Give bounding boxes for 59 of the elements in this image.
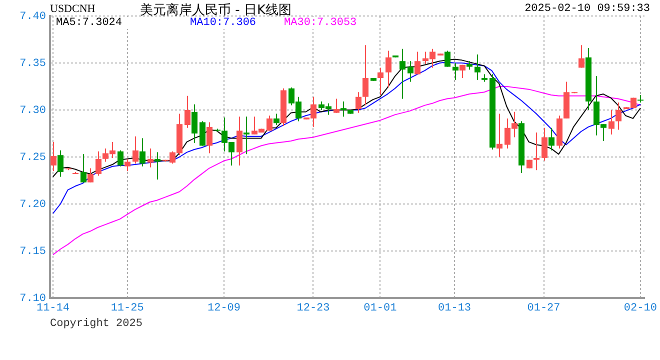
candlestick bbox=[444, 50, 450, 68]
y-tick-label: 7.15 bbox=[20, 246, 46, 258]
x-tick-label: 02-10 bbox=[624, 302, 657, 315]
candlestick bbox=[400, 48, 406, 100]
y-tick-label: 7.30 bbox=[20, 104, 46, 117]
candlestick bbox=[118, 150, 124, 167]
candlestick bbox=[340, 101, 346, 118]
candlestick bbox=[616, 102, 622, 130]
y-tick-label: 7.20 bbox=[20, 198, 46, 211]
candlestick bbox=[474, 54, 480, 80]
x-tick-label: 11-25 bbox=[110, 302, 144, 315]
chart-subtitle: 2025-02-10 09:59:33 bbox=[524, 3, 650, 15]
candlestick bbox=[192, 104, 198, 144]
x-tick-label: 01-27 bbox=[527, 302, 560, 315]
candlestick bbox=[452, 62, 458, 80]
candlestick bbox=[578, 44, 584, 68]
candlestick bbox=[184, 95, 190, 128]
candlestick bbox=[266, 115, 272, 132]
candlestick bbox=[140, 138, 146, 167]
candlestick bbox=[80, 154, 86, 183]
x-tick-label: 11-14 bbox=[36, 302, 70, 315]
text: MA30:7.3053 bbox=[284, 17, 357, 29]
chart-title: 美元离岸人民币 - 日K线图 bbox=[140, 2, 292, 18]
text: MA10:7.306 bbox=[190, 17, 256, 29]
candlestick bbox=[414, 51, 420, 75]
candlestick bbox=[244, 116, 250, 155]
candlestick bbox=[408, 60, 414, 82]
candlestick bbox=[460, 64, 466, 79]
candlestick bbox=[362, 44, 368, 106]
text: MA5:7.3024 bbox=[56, 17, 122, 29]
candlestick bbox=[50, 141, 56, 172]
candlestick bbox=[386, 50, 392, 88]
y-axis-title: USDCNH bbox=[50, 3, 96, 15]
candlestick bbox=[148, 148, 154, 168]
x-tick-label: 01-01 bbox=[364, 302, 398, 315]
candlestick bbox=[124, 158, 130, 172]
candlestick bbox=[356, 92, 362, 114]
candlestick bbox=[496, 113, 502, 158]
y-tick-label: 7.35 bbox=[20, 58, 46, 70]
candlestick bbox=[96, 150, 102, 176]
y-tick-label: 7.40 bbox=[20, 10, 46, 23]
candlestick bbox=[534, 132, 540, 171]
x-tick-label: 12-09 bbox=[208, 302, 241, 315]
candlestick bbox=[206, 122, 212, 154]
candlestick bbox=[542, 127, 548, 162]
candlestick bbox=[334, 98, 340, 114]
candlestick bbox=[378, 67, 384, 96]
candlestick bbox=[88, 168, 94, 183]
candlestick bbox=[548, 127, 554, 151]
x-tick-label: 01-13 bbox=[438, 302, 472, 315]
text: Copyright 2025 bbox=[50, 318, 142, 330]
candlestick bbox=[200, 120, 206, 146]
candlestick bbox=[274, 113, 280, 126]
candlestick bbox=[58, 150, 64, 178]
y-tick-label: 7.25 bbox=[20, 152, 46, 164]
x-tick-label: 12-23 bbox=[296, 302, 330, 315]
candlestick bbox=[132, 136, 138, 164]
candlestick bbox=[608, 110, 614, 135]
candlestick bbox=[236, 116, 242, 166]
